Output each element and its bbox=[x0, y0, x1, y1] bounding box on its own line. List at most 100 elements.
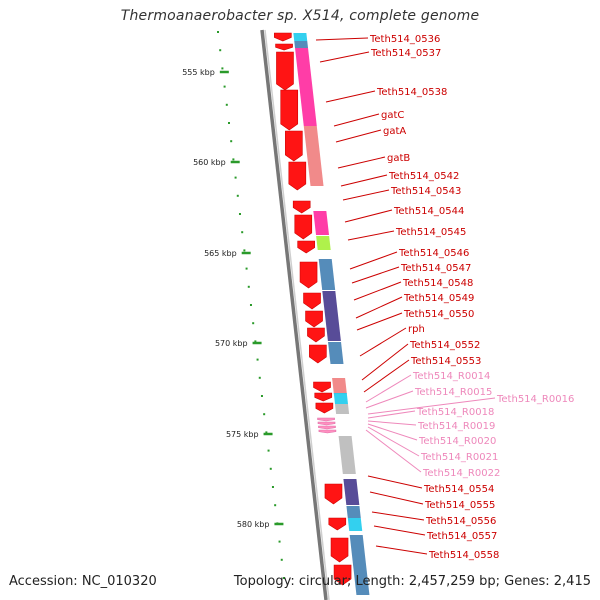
gene-label: Teth514_0554 bbox=[423, 484, 494, 495]
scale-label: 555 kbp bbox=[182, 68, 215, 77]
gene-leader-line bbox=[325, 90, 376, 103]
map-title: Thermoanaerobacter sp. X514, complete ge… bbox=[120, 8, 480, 24]
cds-feature-arrow bbox=[294, 214, 313, 240]
cog-category-block bbox=[313, 211, 330, 235]
gene-leader-line bbox=[367, 420, 417, 426]
gene-label: Teth514_0556 bbox=[425, 516, 496, 527]
gene-leader-line bbox=[363, 359, 410, 393]
cog-category-block bbox=[333, 393, 348, 404]
gene-label: gatB bbox=[387, 153, 410, 164]
gene-leader-line bbox=[356, 312, 403, 331]
gene-leader-line bbox=[361, 343, 409, 381]
cds-feature-arrow bbox=[315, 402, 334, 414]
backbone-edge bbox=[264, 29, 330, 600]
cog-category-block bbox=[303, 126, 324, 186]
gene-leader-line bbox=[315, 37, 369, 41]
gene-leader-line bbox=[344, 209, 393, 223]
cds-feature-arrow bbox=[275, 43, 293, 51]
gene-leader-line bbox=[347, 230, 395, 241]
scale-label: 570 kbp bbox=[215, 339, 248, 348]
cds-feature-arrow bbox=[305, 310, 323, 328]
gene-label: Teth514_0548 bbox=[402, 278, 473, 289]
gene-leader-line bbox=[342, 189, 390, 201]
cds-feature-arrow bbox=[297, 240, 315, 254]
rna-gene-label: Teth514_R0019 bbox=[417, 421, 495, 432]
cds-feature-arrow bbox=[276, 51, 294, 91]
rna-gene-label: Teth514_R0021 bbox=[420, 452, 498, 463]
scale-label: 580 kbp bbox=[237, 520, 270, 529]
gene-leader-line bbox=[335, 129, 382, 143]
cog-category-block bbox=[318, 259, 336, 290]
gene-leader-line bbox=[359, 327, 407, 357]
gene-label: Teth514_0544 bbox=[393, 206, 464, 217]
gene-label: Teth514_0542 bbox=[388, 171, 459, 182]
rna-gene-label: Teth514_R0015 bbox=[414, 387, 492, 398]
gene-leader-line bbox=[367, 410, 416, 419]
gene-leader-line bbox=[353, 281, 402, 301]
cds-feature-arrow bbox=[299, 261, 318, 289]
gene-label: Teth514_0543 bbox=[390, 186, 461, 197]
cog-category-block bbox=[347, 518, 363, 531]
cog-category-block bbox=[338, 436, 356, 474]
gene-leader-line bbox=[375, 545, 428, 555]
gene-label: Teth514_0538 bbox=[376, 87, 447, 98]
rna-gene-label: Teth514_R0016 bbox=[496, 394, 574, 405]
gene-label: Teth514_0546 bbox=[398, 248, 469, 259]
cds-feature-arrow bbox=[280, 89, 299, 131]
cog-category-block bbox=[294, 41, 309, 48]
gene-leader-line bbox=[367, 423, 418, 441]
rna-gene-label: Teth514_R0018 bbox=[416, 407, 494, 418]
gene-label: Teth514_0550 bbox=[403, 309, 474, 320]
gene-leader-line bbox=[349, 251, 398, 270]
cds-feature-arrow bbox=[292, 200, 311, 214]
cds-feature-arrow bbox=[314, 392, 333, 402]
rna-feature-arrow bbox=[318, 425, 336, 430]
gene-label: Teth514_0555 bbox=[424, 500, 495, 511]
cds-feature-arrow bbox=[288, 161, 307, 191]
gene-label: Teth514_0557 bbox=[426, 531, 497, 542]
cog-category-block bbox=[332, 378, 347, 394]
cds-feature-arrow bbox=[313, 381, 331, 393]
cog-category-block bbox=[346, 506, 361, 518]
gene-leader-line bbox=[369, 491, 424, 505]
gene-label: Teth514_0536 bbox=[369, 34, 440, 45]
cds-feature-arrow bbox=[303, 292, 321, 310]
cds-feature-arrow bbox=[324, 483, 343, 505]
cog-category-block bbox=[343, 479, 360, 505]
rna-gene-label: Teth514_R0020 bbox=[418, 436, 496, 447]
gene-label: Teth514_0537 bbox=[370, 48, 441, 59]
accession-label: Accession: NC_010320 bbox=[9, 574, 157, 589]
scale-label: 565 kbp bbox=[204, 249, 237, 258]
rna-feature-arrow bbox=[318, 429, 337, 434]
gene-leader-line bbox=[367, 475, 423, 489]
cog-category-block bbox=[295, 48, 317, 126]
scale-label: 575 kbp bbox=[226, 430, 259, 439]
gene-label: Teth514_0552 bbox=[409, 340, 480, 351]
gene-leader-line bbox=[337, 156, 386, 169]
rna-feature-arrow bbox=[317, 417, 335, 422]
gene-label: gatA bbox=[383, 126, 406, 137]
gene-leader-line bbox=[340, 174, 388, 187]
gene-leader-line bbox=[365, 374, 412, 403]
gene-label: Teth514_0553 bbox=[410, 356, 481, 367]
gene-label: Teth514_0549 bbox=[403, 293, 474, 304]
rna-feature-arrow bbox=[317, 421, 336, 426]
cog-category-block bbox=[349, 535, 370, 595]
backbone-line bbox=[260, 29, 328, 600]
gene-leader-line bbox=[365, 390, 414, 409]
gene-leader-line bbox=[371, 511, 425, 521]
gene-leader-line bbox=[333, 113, 380, 127]
gene-label: Teth514_0545 bbox=[395, 227, 466, 238]
cog-category-block bbox=[334, 404, 350, 414]
gene-leader-line bbox=[319, 51, 370, 63]
gene-label: gatC bbox=[381, 110, 404, 121]
cds-feature-arrow bbox=[333, 564, 352, 586]
cds-feature-arrow bbox=[330, 537, 349, 563]
cds-feature-arrow bbox=[285, 130, 303, 162]
gene-leader-line bbox=[373, 525, 426, 536]
cds-feature-arrow bbox=[307, 327, 325, 343]
cog-category-block bbox=[293, 33, 308, 41]
gene-leader-line bbox=[367, 426, 420, 457]
